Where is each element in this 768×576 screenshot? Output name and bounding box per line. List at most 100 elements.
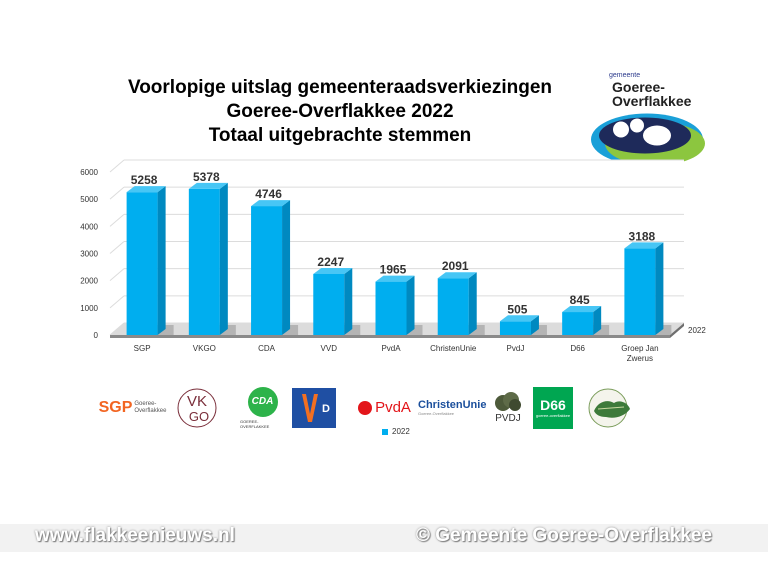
cda-logo: CDA GOEREE-OVERFLAKKEE [240, 385, 285, 430]
svg-text:VK: VK [187, 393, 207, 410]
bar-value-label: 845 [570, 293, 590, 307]
chart-title: Voorlopige uitslag gemeenteraadsverkiezi… [90, 76, 590, 148]
vvd-logo: D [291, 385, 336, 430]
footer-bar [0, 524, 768, 552]
tree-icon [495, 392, 521, 411]
chart-floor-edge [110, 335, 670, 338]
rose-icon [358, 400, 373, 415]
logo-small-text: gemeente [609, 72, 641, 79]
bar-value-label: 2247 [317, 255, 344, 269]
y-tick-label: 2000 [80, 277, 98, 286]
y-tick-label: 5000 [80, 195, 98, 204]
bar [313, 273, 345, 335]
logo-text-line-1: Goeree- [612, 79, 665, 95]
d66-logo-text: D66 [540, 397, 566, 413]
category-label: PvdJ [507, 344, 525, 353]
title-line-3: Totaal uitgebrachte stemmen [208, 125, 472, 146]
bar-side [282, 200, 291, 335]
pvda-logo-text: PvdA [375, 399, 411, 416]
category-label: ChristenUnie [430, 344, 477, 353]
grid-line-diag [109, 268, 125, 282]
sgp-logo-text: SGP [98, 398, 133, 416]
bar-top [499, 315, 539, 322]
watermark-right: © Gemeente Goeree-Overflakkee [416, 525, 712, 546]
grid-line-diag [109, 213, 125, 227]
y-tick-label: 0 [94, 331, 99, 340]
bar-top [375, 275, 415, 282]
grid-line-diag [109, 241, 125, 254]
christenunie-logo-text: ChristenUnie [418, 399, 487, 411]
y-tick-label: 3000 [80, 250, 98, 259]
bar [126, 192, 158, 335]
logo-text-line-2: Overflakkee [612, 93, 692, 109]
bar-top [437, 272, 477, 279]
bar-value-label: 2091 [442, 259, 469, 273]
vvd-logo-icon: D [291, 387, 336, 428]
category-label: VKGO [193, 344, 216, 353]
christenunie-logo-sub: Goeree-Overflakkee [418, 411, 455, 416]
depth-axis-label: 2022 [688, 326, 706, 335]
bar-top [251, 200, 291, 207]
category-label: Zwerus [627, 354, 653, 363]
sgp-logo-sub-1: Goeree- [134, 400, 157, 407]
y-tick-label: 1000 [80, 304, 98, 313]
watermark-left: www.flakkeenieuws.nl [35, 525, 235, 546]
category-label: Groep Jan [621, 344, 658, 353]
grid-line-diag [109, 186, 125, 200]
bar-top [126, 186, 166, 193]
bar [499, 321, 531, 335]
bar-side [157, 186, 166, 335]
cda-logo-sub: GOEREE-OVERFLAKKEE [240, 418, 270, 429]
bar [562, 312, 594, 335]
title-line-1: Voorlopige uitslag gemeenteraadsverkiezi… [127, 77, 553, 98]
bar-value-label: 3188 [629, 229, 656, 243]
bar-value-label: 1965 [380, 263, 407, 277]
category-label: PvdA [381, 344, 401, 353]
bar [251, 206, 283, 335]
bar-top [313, 267, 353, 274]
bar-top [562, 306, 602, 313]
vkgo-logo: VK GO [172, 385, 222, 430]
pvdj-logo: PVDJ [490, 385, 526, 430]
d66-logo: D66 goeree-overflakkee [533, 385, 573, 430]
legend-swatch [382, 428, 388, 435]
bar [437, 278, 469, 335]
bar-side [344, 267, 353, 335]
groep-jan-zwerus-logo-icon [588, 388, 630, 427]
bar [375, 281, 407, 335]
grid-line-diag [109, 159, 125, 173]
category-label: CDA [258, 344, 276, 353]
bar-side [530, 315, 539, 335]
bar-side [406, 275, 415, 335]
party-logos: SGP Goeree- Overflakkee VK GO CDA GOEREE… [90, 385, 660, 430]
vkgo-logo-icon: VK GO [177, 388, 217, 427]
pvdj-logo-text: PVDJ [495, 413, 521, 424]
groep-jan-zwerus-logo [583, 385, 643, 430]
legend-label: 2022 [392, 427, 410, 436]
category-label: VVD [321, 344, 338, 353]
svg-text:GO: GO [189, 409, 209, 424]
bar [188, 188, 220, 335]
bar-side [593, 306, 602, 335]
chart-legend: 2022 [382, 427, 410, 436]
category-label: D66 [570, 344, 585, 353]
title-line-2: Goeree-Overflakkee 2022 [226, 101, 454, 122]
d66-logo-sub: goeree-overflakkee [535, 413, 571, 418]
y-tick-label: 4000 [80, 222, 98, 231]
bar-top [624, 242, 664, 249]
sgp-logo: SGP Goeree- Overflakkee [95, 385, 170, 430]
bar-value-label: 5378 [193, 170, 220, 184]
bar-side [655, 242, 664, 335]
chart-floor-side [670, 323, 684, 338]
bar-value-label: 4746 [255, 187, 282, 201]
municipality-logo-icon [591, 113, 705, 166]
bar-value-label: 505 [507, 302, 527, 316]
bar-top [188, 182, 228, 189]
y-tick-label: 6000 [80, 168, 98, 177]
category-label: SGP [134, 344, 151, 353]
bar-side [219, 182, 228, 335]
bar-chart: 0 1000 2000 3000 4000 5000 6000 2022 5258 SGP 5378… [80, 159, 706, 363]
christenunie-logo: ChristenUnie Goeree-Overflakkee [418, 385, 488, 430]
bar [624, 248, 656, 335]
grid-line-diag [109, 295, 125, 309]
